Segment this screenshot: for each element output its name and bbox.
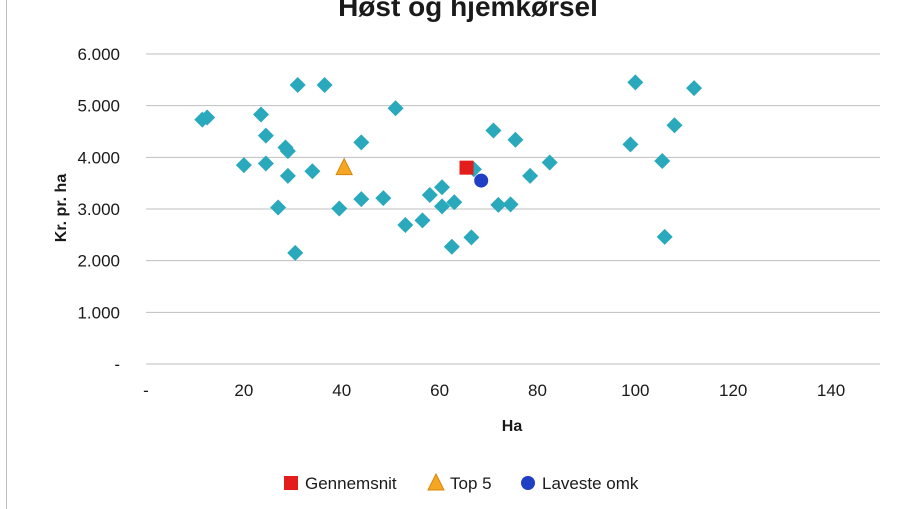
data-point-diamond [331,200,348,217]
x-tick-label: - [143,381,149,400]
legend-marker-circle [521,476,535,490]
chart-title: Høst og hjemkørsel [338,0,598,22]
data-point-diamond [235,157,252,174]
data-point-diamond [463,229,480,246]
grid-layer [146,53,880,365]
data-point-diamond [434,179,451,196]
legend-label: Laveste omk [542,474,639,493]
data-point-diamond [304,163,321,180]
y-tick-label: 2.000 [77,252,120,271]
legend-marker-square [284,476,298,490]
data-point-diamond [257,155,274,172]
data-point-diamond [397,217,414,234]
data-point-diamond [270,199,287,216]
y-tick-label: 5.000 [77,97,120,116]
data-point-diamond [316,77,333,93]
data-point-diamond [654,152,671,169]
legend-label: Top 5 [450,474,492,493]
data-point-circle [474,173,489,188]
data-point-diamond [353,191,370,208]
data-point-diamond [289,77,306,93]
y-tick-label: 4.000 [77,148,120,167]
x-tick-label: 20 [234,381,253,400]
y-tick-label: 6.000 [77,45,120,64]
y-axis-title: Kr. pr. ha [53,174,70,243]
data-point-diamond [257,127,274,144]
data-point-square [459,160,474,175]
data-point-diamond [353,134,370,151]
data-point-diamond [387,100,404,117]
data-point-diamond [502,196,519,213]
x-tick-label: 100 [621,381,649,400]
data-point-diamond [686,80,703,97]
data-point-diamond [279,167,296,184]
data-point-diamond [421,187,438,204]
legend-label: Gennemsnit [305,474,397,493]
data-point-diamond [627,74,644,91]
y-tick-label: - [114,355,120,374]
data-point-diamond [434,198,451,215]
x-tick-label: 60 [430,381,449,400]
data-point-diamond [507,131,524,148]
data-point-diamond [252,106,269,123]
left-border-line [6,0,7,509]
y-tick-label: 3.000 [77,200,120,219]
data-point-diamond [622,136,639,153]
data-point-diamond [446,194,463,211]
data-point-diamond [541,154,558,171]
x-tick-label: 40 [332,381,351,400]
x-tick-label: 120 [719,381,747,400]
axis-layer: - 1.000 2.000 3.000 4.000 5.000 6.000 - 20 40 60 80… [77,45,845,400]
data-point-diamond [375,190,392,207]
y-tick-label: 1.000 [77,303,120,322]
points-layer [194,74,703,261]
data-point-diamond [199,109,216,126]
data-point-diamond [666,117,683,134]
data-point-diamond [287,244,304,261]
data-point-diamond [279,143,296,160]
data-point-diamond [656,228,673,245]
legend: Gennemsnit Top 5 Laveste omk [284,472,639,493]
data-point-diamond [522,167,539,184]
data-point-triangle [335,157,353,176]
x-tick-label: 80 [528,381,547,400]
data-point-diamond [443,238,460,255]
data-point-diamond [485,122,502,139]
x-axis-title: Ha [502,418,523,435]
legend-marker-triangle [427,472,445,491]
data-point-diamond [414,212,431,229]
data-point-diamond [490,196,507,213]
x-tick-label: 140 [817,381,845,400]
